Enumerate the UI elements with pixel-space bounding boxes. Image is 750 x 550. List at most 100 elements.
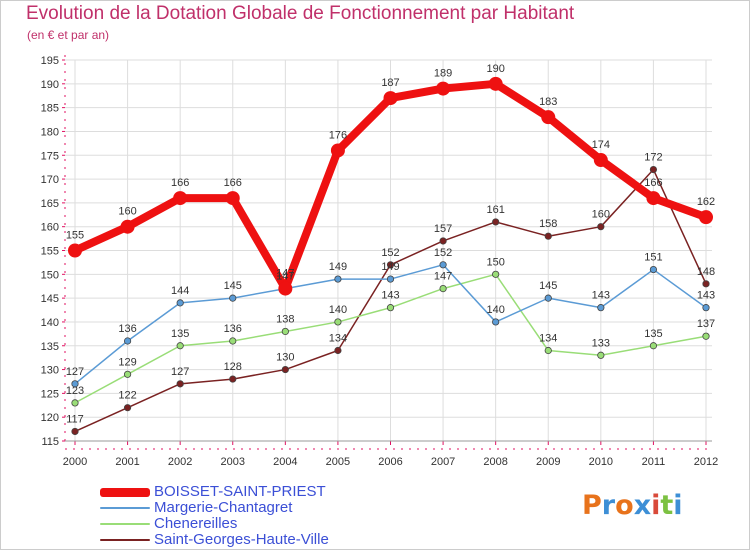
data-label: 127 [66,366,84,378]
logo-letter: t [660,490,674,521]
data-label: 152 [434,247,452,259]
data-point [68,243,82,258]
data-label: 174 [592,139,610,151]
x-tick-label: 2000 [63,456,87,468]
data-point [281,327,289,336]
data-label: 166 [644,177,662,189]
x-tick-label: 2007 [431,456,455,468]
data-point [544,294,552,302]
legend-swatch [100,539,150,541]
data-label: 137 [697,318,715,330]
data-label: 144 [171,285,189,297]
y-tick-label: 170 [41,174,59,186]
data-point [544,232,552,240]
data-point [544,346,552,355]
legend-item: Saint-Georges-Haute-Ville [100,532,400,548]
series-group [68,76,713,436]
data-label: 145 [539,280,557,292]
y-tick-label: 155 [41,246,59,258]
legend: BOISSET-SAINT-PRIEST Margerie-Chantagret C… [100,484,400,548]
data-point [71,380,79,388]
data-point [646,191,661,206]
legend-item: Chenereilles [100,516,400,532]
data-label: 143 [697,290,715,302]
data-point [176,380,184,388]
legend-swatch [100,507,150,509]
data-point [541,110,556,125]
y-tick-label: 130 [41,365,59,377]
data-point [334,275,342,283]
data-label: 138 [276,313,294,325]
data-point [383,91,398,106]
data-point [71,427,79,436]
data-point [649,265,658,274]
data-label: 187 [381,77,399,89]
data-label: 140 [486,304,504,316]
data-point [436,81,451,96]
data-label: 161 [486,204,504,216]
data-point [492,218,500,226]
data-label: 130 [276,352,294,364]
data-point [225,191,240,206]
data-point [123,370,132,378]
y-tick-label: 150 [41,269,59,281]
data-point [702,332,710,340]
x-tick-label: 2002 [168,456,192,468]
data-labels: 155 160 166 166 147 176 187 189 190 183 174 166 162 1… [66,63,715,426]
data-point [649,342,658,350]
data-point [702,304,710,312]
data-label: 143 [592,290,610,302]
chart-title: Evolution de la Dotation Globale de Fonc… [26,3,575,24]
data-label: 140 [329,304,347,316]
y-tick-label: 185 [41,103,59,115]
data-label: 123 [66,385,84,397]
data-label: 147 [276,271,294,283]
data-label: 143 [381,290,399,302]
x-tick-label: 2006 [378,456,402,468]
data-label: 160 [592,209,610,221]
legend-item: BOISSET-SAINT-PRIEST [100,484,400,500]
data-point [439,284,447,293]
data-label: 127 [171,366,189,378]
data-point [229,375,237,383]
x-tick-label: 2010 [589,456,613,468]
data-point [488,76,503,91]
data-point [386,304,395,312]
data-label: 145 [224,280,242,292]
legend-label: BOISSET-SAINT-PRIEST [154,483,326,500]
data-label: 134 [329,333,347,345]
data-label: 190 [486,63,504,75]
legend-swatch [100,487,150,497]
logo-letter: P [582,490,602,521]
data-label: 135 [171,328,189,340]
data-label: 129 [118,356,136,368]
x-tick-label: 2003 [221,456,245,468]
legend-label: Margerie-Chantagret [154,499,293,516]
data-point [334,346,342,355]
data-label: 122 [118,390,136,402]
data-point [702,280,710,288]
data-label: 176 [329,129,347,141]
data-label: 135 [644,328,662,340]
data-label: 158 [539,218,557,230]
y-tick-label: 140 [41,317,59,329]
y-tick-label: 165 [41,198,59,210]
logo-letter: i [673,490,683,521]
data-label: 136 [224,323,242,335]
data-label: 151 [644,252,662,264]
data-label: 183 [539,96,557,108]
x-tick-label: 2011 [642,456,666,468]
x-tick-label: 2004 [273,456,297,468]
y-tick-label: 190 [41,79,59,91]
x-tick-label: 2008 [483,456,507,468]
data-point [120,219,135,234]
data-point [597,223,605,231]
y-tick-label: 160 [41,222,59,234]
legend-swatch [100,523,150,525]
data-label: 160 [118,206,136,218]
data-label: 152 [381,247,399,259]
y-tick-label: 145 [41,293,59,305]
data-label: 147 [434,271,452,283]
